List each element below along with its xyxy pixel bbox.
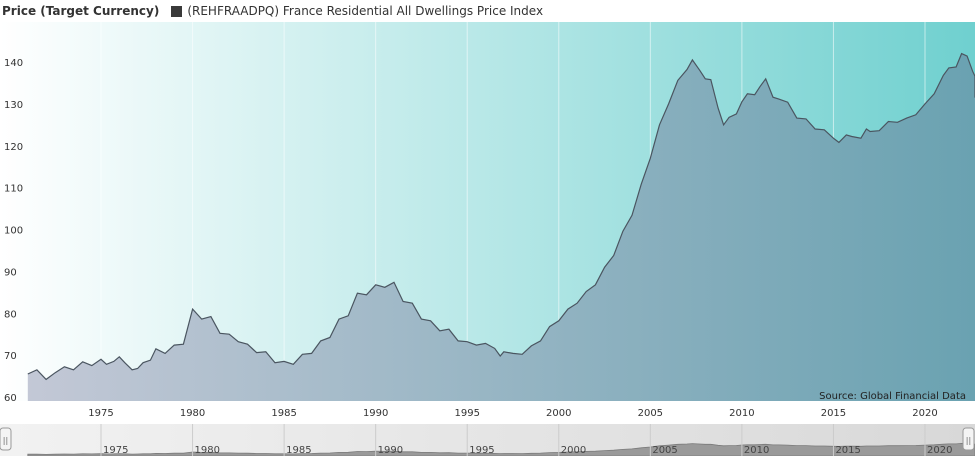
x-tick-label: 1975 xyxy=(88,408,113,419)
y-tick-label: 70 xyxy=(4,351,17,362)
x-tick-label: 2005 xyxy=(638,408,663,419)
series-line[interactable] xyxy=(27,52,975,381)
navigator-tick-label: 2005 xyxy=(652,445,677,456)
navigator-tick-label: 2010 xyxy=(744,445,769,456)
x-tick-label: 2000 xyxy=(546,408,571,419)
navigator-tick-label: 2020 xyxy=(927,445,952,456)
navigator-tick-label: 1985 xyxy=(286,445,311,456)
y-tick-label: 100 xyxy=(4,226,23,237)
chart-area: 60 70 80 90 100 110 120 130 140 1975 1980 1985 1990… xyxy=(0,22,975,456)
y-axis: 60 70 80 90 100 110 120 130 140 xyxy=(4,58,23,404)
chart-header: Price (Target Currency) (REHFRAADPQ) Fra… xyxy=(0,0,975,22)
chart-title: Price (Target Currency) xyxy=(2,4,160,18)
y-tick-label: 80 xyxy=(4,309,17,320)
x-tick-label: 2020 xyxy=(912,408,937,419)
y-tick-label: 90 xyxy=(4,267,17,278)
navigator-right-handle-grip: || xyxy=(966,436,971,445)
x-tick-label: 1990 xyxy=(363,408,388,419)
x-tick-label: 1980 xyxy=(180,408,205,419)
navigator-tick-label: 1990 xyxy=(378,445,403,456)
source-label: Source: Global Financial Data xyxy=(819,391,966,402)
legend-label[interactable]: (REHFRAADPQ) France Residential All Dwel… xyxy=(187,4,544,18)
y-tick-label: 140 xyxy=(4,58,23,69)
navigator[interactable]: 1975 1980 1985 1990 1995 2000 2005 2010 2015 2020… xyxy=(0,424,975,456)
navigator-series xyxy=(27,442,975,456)
x-axis: 1975 1980 1985 1990 1995 2000 2005 2010 2015 2020 xyxy=(88,408,937,419)
y-tick-label: 120 xyxy=(4,142,23,153)
x-tick-label: 1995 xyxy=(454,408,479,419)
navigator-ticks: 1975 1980 1985 1990 1995 2000 2005 2010 2015 2020 xyxy=(100,424,952,456)
navigator-tick-label: 2000 xyxy=(561,445,586,456)
x-tick-label: 2015 xyxy=(821,408,846,419)
x-tick-label: 1985 xyxy=(271,408,296,419)
navigator-tick-label: 1980 xyxy=(195,445,220,456)
legend-swatch[interactable] xyxy=(171,5,183,17)
x-tick-label: 2010 xyxy=(729,408,754,419)
navigator-left-handle[interactable] xyxy=(0,427,12,451)
navigator-right-handle[interactable] xyxy=(962,427,975,451)
navigator-tick-label: 1995 xyxy=(469,445,494,456)
navigator-tick-label: 2015 xyxy=(835,445,860,456)
navigator-tick-label: 1975 xyxy=(103,445,128,456)
y-tick-label: 110 xyxy=(4,184,23,195)
y-tick-label: 60 xyxy=(4,393,17,404)
series-area[interactable] xyxy=(27,53,975,401)
y-tick-label: 130 xyxy=(4,100,23,111)
navigator-left-handle-grip: || xyxy=(3,436,8,445)
